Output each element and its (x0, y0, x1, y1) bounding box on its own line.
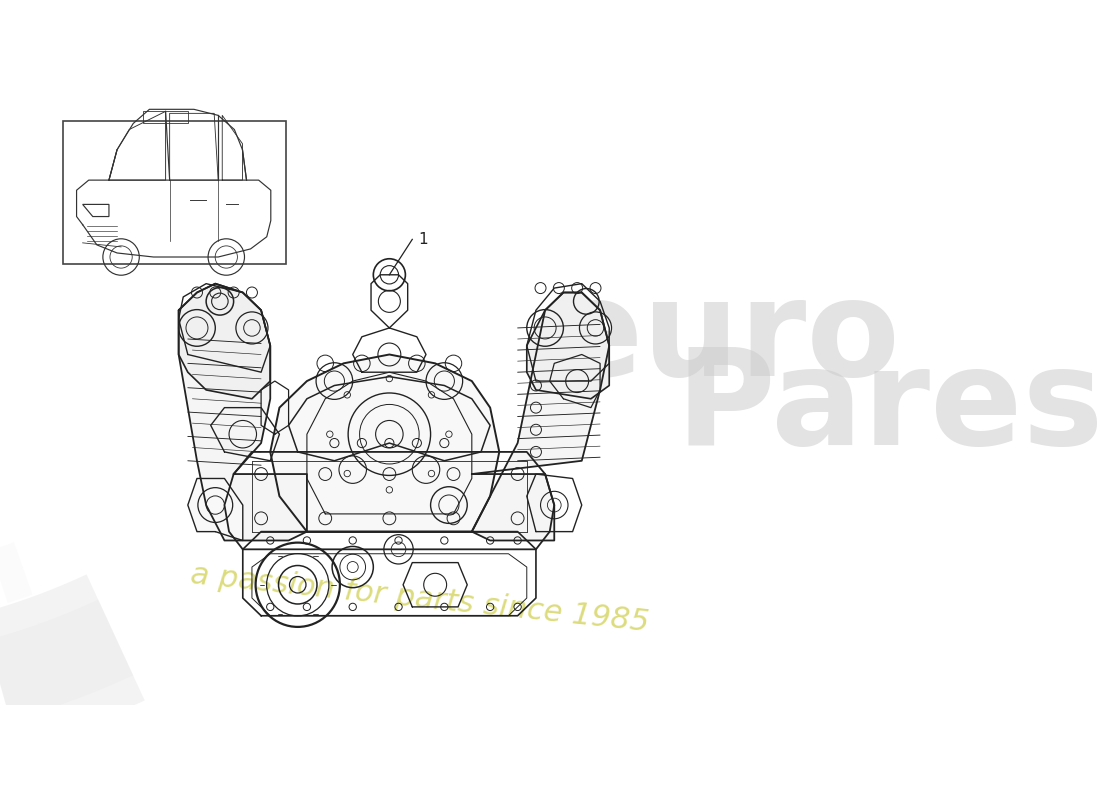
Polygon shape (271, 354, 499, 532)
Bar (63, 121, 286, 264)
Polygon shape (472, 293, 609, 541)
Text: a passion for parts since 1985: a passion for parts since 1985 (189, 560, 651, 637)
Text: 1: 1 (418, 232, 428, 247)
Polygon shape (178, 284, 271, 398)
Polygon shape (288, 377, 491, 461)
Text: Pares: Pares (675, 342, 1100, 473)
Polygon shape (188, 478, 243, 541)
Text: euro: euro (550, 274, 900, 405)
Polygon shape (527, 293, 609, 398)
Polygon shape (178, 284, 307, 541)
Bar (143, 111, 188, 123)
